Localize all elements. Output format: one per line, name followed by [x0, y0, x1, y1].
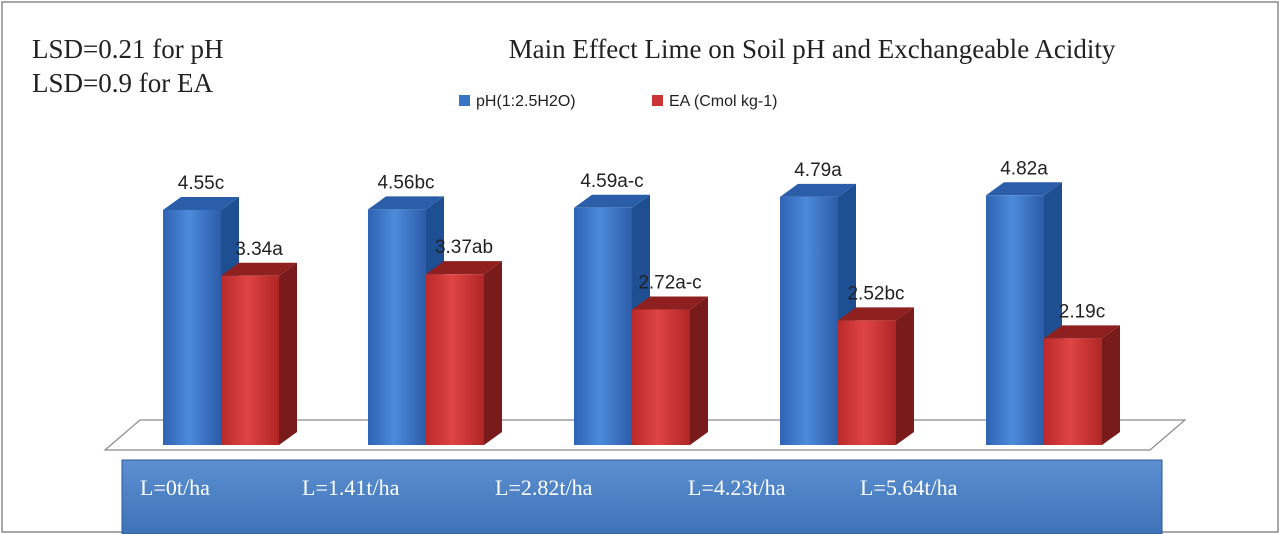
bar-ea-1: [221, 262, 297, 445]
data-label-ph-3: 4.59a-c: [580, 171, 643, 192]
bar-top: [368, 196, 444, 210]
bar-front: [838, 320, 896, 445]
category-label-4: L=4.23t/ha: [688, 475, 786, 500]
chart-title: Main Effect Lime on Soil pH and Exchange…: [509, 34, 1116, 64]
bar-front: [426, 274, 484, 445]
data-label-ea-2: 3.37ab: [435, 237, 493, 258]
category-band: [121, 459, 1163, 534]
legend-label-ph: pH(1:2.5H2O): [476, 93, 576, 110]
bar-front: [632, 309, 690, 445]
data-label-ea-1: 3.34a: [235, 239, 283, 260]
bar-side: [279, 262, 297, 445]
bar-ea-5: [1044, 325, 1120, 445]
data-labels-layer: 4.55c 3.34a 4.56bc 3.37ab 4.59a-c 2.72a-c 4.79…: [178, 158, 1105, 322]
bar-top: [986, 182, 1062, 196]
legend-swatch-ph: [459, 95, 470, 106]
bar-top: [632, 296, 708, 310]
data-label-ea-3: 2.72a-c: [638, 273, 701, 294]
bar-top: [574, 194, 650, 208]
bar-front: [574, 207, 632, 445]
data-label-ea-4: 2.52bc: [847, 283, 904, 304]
data-label-ph-2: 4.56bc: [377, 172, 434, 193]
data-label-ph-5: 4.82a: [1000, 158, 1048, 179]
bar-side: [690, 296, 708, 445]
category-label-1: L=0t/ha: [140, 475, 210, 500]
bar-top: [221, 262, 297, 276]
category-label-5: L=5.64t/ha: [860, 475, 958, 500]
bar-top: [838, 307, 914, 321]
bar-front: [986, 195, 1044, 445]
bar-side: [1102, 325, 1120, 445]
category-labels-layer: L=0t/ha L=1.41t/ha L=2.82t/ha L=4.23t/ha L=5…: [140, 475, 958, 500]
legend-label-ea: EA (Cmol kg-1): [669, 93, 777, 110]
bars-layer: [163, 182, 1120, 446]
lsd-note-ea: LSD=0.9 for EA: [32, 68, 213, 98]
bar-top: [163, 196, 239, 210]
bar-top: [1044, 325, 1120, 339]
bar-front: [163, 209, 221, 445]
category-label-2: L=1.41t/ha: [302, 475, 400, 500]
bar-side: [484, 261, 502, 445]
data-label-ph-4: 4.79a: [794, 160, 842, 181]
bar-front: [368, 209, 426, 445]
bar-front: [780, 196, 838, 445]
bar-front: [221, 275, 279, 445]
bar-top: [780, 183, 856, 197]
data-label-ea-5: 2.19c: [1059, 301, 1105, 322]
bar-top: [426, 261, 502, 275]
legend-swatch-ea: [652, 95, 663, 106]
bar-front: [1044, 338, 1102, 445]
legend: pH(1:2.5H2O) EA (Cmol kg-1): [459, 93, 777, 110]
bar-ea-2: [426, 261, 502, 445]
bar-ea-3: [632, 296, 708, 445]
bar-side: [896, 307, 914, 445]
bar-ea-4: [838, 307, 914, 445]
category-label-3: L=2.82t/ha: [495, 475, 593, 500]
lsd-note-ph: LSD=0.21 for pH: [32, 34, 223, 64]
data-label-ph-1: 4.55c: [178, 173, 224, 194]
